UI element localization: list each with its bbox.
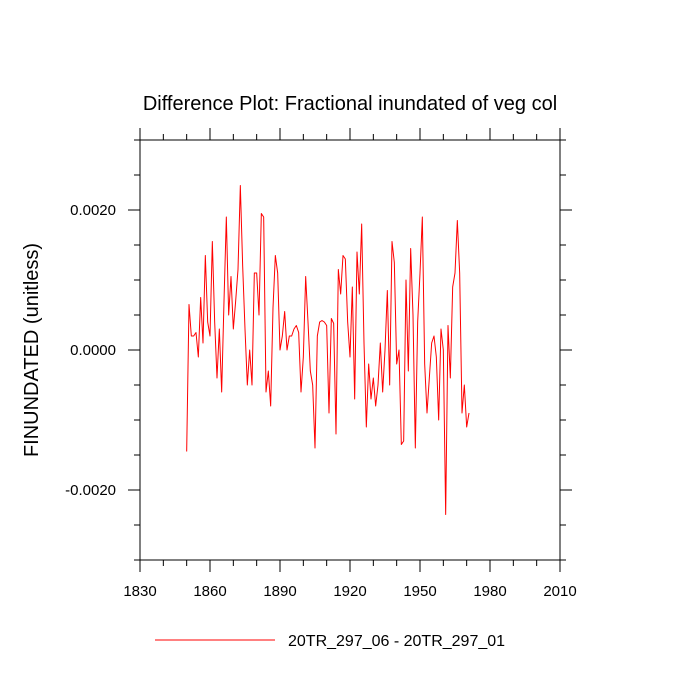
y-tick-label: 0.0000	[70, 342, 116, 359]
x-tick-label: 2010	[543, 583, 576, 600]
y-tick-label: 0.0020	[70, 202, 116, 219]
x-tick-label: 1890	[263, 583, 296, 600]
x-tick-label: 1980	[473, 583, 506, 600]
x-tick-label: 1920	[333, 583, 366, 600]
legend-label: 20TR_297_06 - 20TR_297_01	[288, 633, 505, 650]
series-line-0	[186, 185, 470, 515]
legend: 20TR_297_06 - 20TR_297_01	[155, 633, 505, 650]
x-tick-label: 1860	[193, 583, 226, 600]
y-axis-label: FINUNDATED (unitless)	[21, 243, 43, 457]
axis-ticks: 1830 1860 1890 1920 1950 1980 2010 -0.0020 0.000…	[65, 128, 577, 600]
x-tick-label: 1830	[123, 583, 156, 600]
y-tick-label: -0.0020	[65, 482, 116, 499]
x-tick-label: 1950	[403, 583, 436, 600]
series-layer	[186, 185, 470, 515]
chart-title: Difference Plot: Fractional inundated of…	[143, 93, 557, 115]
